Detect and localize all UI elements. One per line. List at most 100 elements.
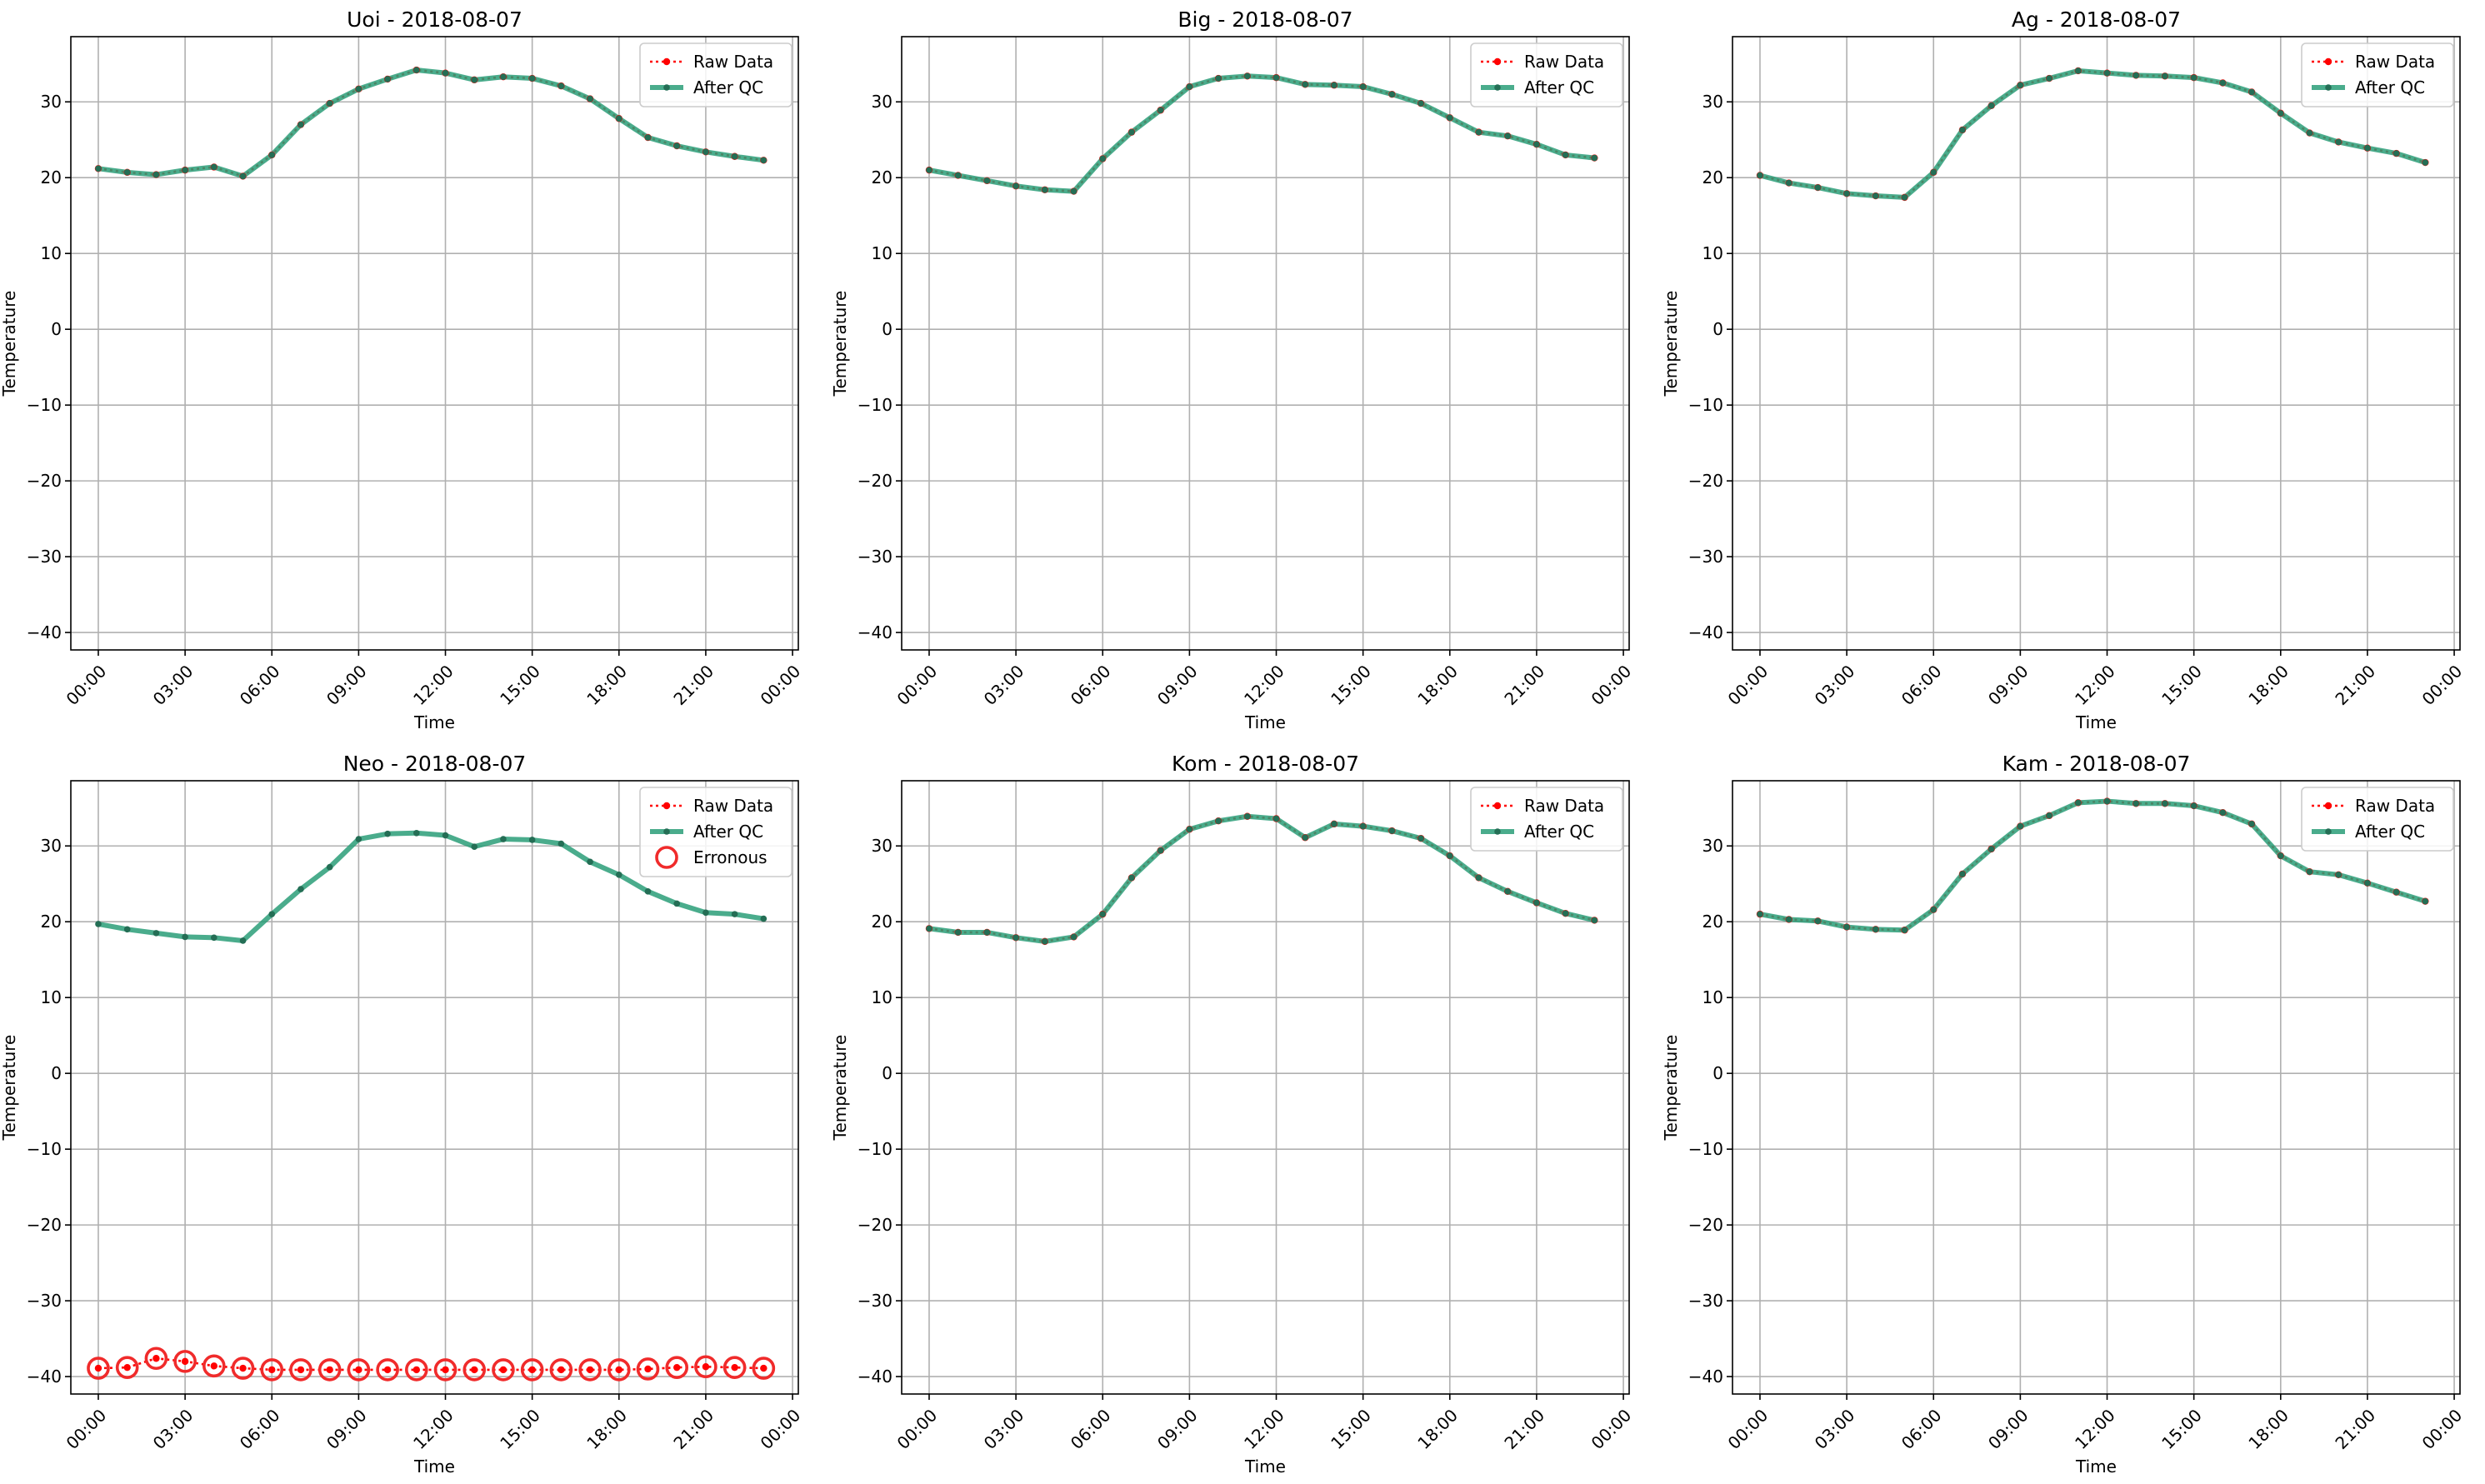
legend-entry-label: After QC xyxy=(693,822,763,842)
subplot-ag: −40 −30 −20 −10 0 10 20 30 00:00 03:00 06:00 09:00 1… xyxy=(1661,7,2466,732)
after-qc-point xyxy=(673,142,681,149)
after-qc-point xyxy=(2075,799,2082,807)
erroneous-point-marker xyxy=(405,1358,428,1382)
erroneous-point-marker xyxy=(115,1356,139,1379)
y-tick-label: −40 xyxy=(858,1367,892,1387)
after-qc-point xyxy=(1359,822,1367,830)
raw-data-point xyxy=(412,1366,421,1374)
raw-data-point xyxy=(181,1357,189,1366)
y-tick-label: 0 xyxy=(882,1063,892,1083)
after-qc-point xyxy=(1504,888,1512,895)
after-qc-point xyxy=(587,95,593,102)
after-qc-point xyxy=(2132,800,2140,807)
erroneous-point-marker xyxy=(752,1357,776,1380)
erroneous-point-marker xyxy=(231,1357,255,1380)
x-tick-label: 15:00 xyxy=(496,1405,544,1453)
after-qc-point xyxy=(1843,190,1850,197)
y-tick-label: −20 xyxy=(27,1215,62,1235)
raw-data-point xyxy=(297,1366,305,1374)
raw-data-point xyxy=(528,1366,536,1374)
after-qc-point xyxy=(1099,155,1107,162)
after-qc-point xyxy=(1302,81,1309,88)
y-tick-label: −30 xyxy=(858,547,892,567)
x-axis-label: Time xyxy=(1244,1457,1286,1477)
x-tick-label: 03:00 xyxy=(980,661,1028,709)
x-tick-label: 18:00 xyxy=(582,1405,631,1453)
x-axis-label: Time xyxy=(2075,712,2117,732)
after-qc-point xyxy=(239,172,247,180)
after-qc-point xyxy=(1757,911,1763,917)
after-qc-point xyxy=(298,886,304,892)
legend: Raw Data After QC xyxy=(2301,787,2454,852)
raw-data-point xyxy=(586,1366,594,1374)
legend-box xyxy=(2301,787,2454,852)
y-tick-label: 30 xyxy=(1702,836,1723,856)
after-qc-point xyxy=(123,169,131,176)
y-axis-label: Temperature xyxy=(0,291,19,397)
after-qc-point xyxy=(2277,852,2284,859)
y-tick-label: 0 xyxy=(51,319,62,339)
after-qc-point xyxy=(1814,184,1822,191)
y-tick-label: −20 xyxy=(1688,1215,1723,1235)
after-qc-point xyxy=(558,82,565,89)
legend: Raw Data After QC xyxy=(2301,42,2454,107)
after-qc-point xyxy=(413,829,420,837)
grid xyxy=(1732,37,2460,650)
after-qc-point xyxy=(152,930,160,937)
x-tick-label: 00:00 xyxy=(757,1405,805,1453)
after-qc-point xyxy=(2103,69,2111,77)
after-qc-point xyxy=(1215,75,1222,82)
after-qc-point xyxy=(1446,114,1453,122)
raw-data-point xyxy=(152,1355,160,1362)
after-qc-point xyxy=(211,163,218,171)
legend-entry-label: After QC xyxy=(2355,77,2425,97)
x-tick-label: 21:00 xyxy=(1500,1405,1548,1453)
x-tick-label: 06:00 xyxy=(1898,661,1946,709)
after-qc-point xyxy=(268,911,276,917)
x-tick-label: 00:00 xyxy=(893,1405,942,1453)
y-tick-label: 10 xyxy=(1702,243,1723,263)
erroneous-point-marker xyxy=(433,1358,458,1382)
after-qc-point xyxy=(1814,917,1822,925)
after-qc-point xyxy=(1959,871,1966,877)
after-qc-point xyxy=(2306,129,2313,137)
x-tick-label: 15:00 xyxy=(1327,1405,1375,1453)
after-qc-point xyxy=(528,837,536,843)
after-qc-point xyxy=(1388,827,1396,834)
after-qc-point xyxy=(1562,910,1569,917)
raw-data-point xyxy=(94,1364,102,1372)
x-tick-label: 09:00 xyxy=(1153,1405,1202,1453)
x-tick-label: 15:00 xyxy=(2158,661,2206,709)
subplot-neo: −40 −30 −20 −10 0 10 20 30 00:00 03:00 06:00 09:00 1… xyxy=(0,752,804,1477)
x-tick-label: 00:00 xyxy=(1588,661,1636,709)
legend-box xyxy=(2301,42,2454,107)
after-qc-point xyxy=(152,171,160,178)
after-qc-point xyxy=(298,121,304,128)
x-tick-label: 03:00 xyxy=(149,661,198,709)
y-tick-label: 30 xyxy=(41,92,62,112)
y-tick-label: −30 xyxy=(1688,547,1723,567)
erroneous-point-marker xyxy=(318,1358,342,1382)
x-axis-label: Time xyxy=(2075,1457,2117,1477)
raw-data-point xyxy=(123,1363,131,1372)
erroneous-point-marker xyxy=(636,1357,660,1381)
after-qc-point xyxy=(211,934,218,942)
after-qc-point xyxy=(1215,817,1222,825)
subplot-kom: −40 −30 −20 −10 0 10 20 30 00:00 03:00 06:00 09:00 1… xyxy=(830,752,1635,1477)
after-qc-point xyxy=(442,832,449,839)
x-tick-label: 18:00 xyxy=(1413,1405,1462,1453)
raw-data-point xyxy=(383,1366,392,1374)
after-qc-line xyxy=(928,813,1596,944)
legend-swatch-after-qc-marker xyxy=(1494,828,1501,835)
after-qc-line xyxy=(928,73,1595,194)
after-qc-point xyxy=(239,937,247,944)
after-qc-point xyxy=(326,100,333,107)
grid xyxy=(71,37,798,650)
legend-box xyxy=(1470,787,1623,852)
after-qc-point xyxy=(1591,154,1598,162)
legend-entry-label: After QC xyxy=(693,77,763,97)
legend-entry-label: After QC xyxy=(1524,77,1594,97)
y-axis-label: Temperature xyxy=(830,291,850,397)
after-qc-point xyxy=(2422,897,2429,905)
